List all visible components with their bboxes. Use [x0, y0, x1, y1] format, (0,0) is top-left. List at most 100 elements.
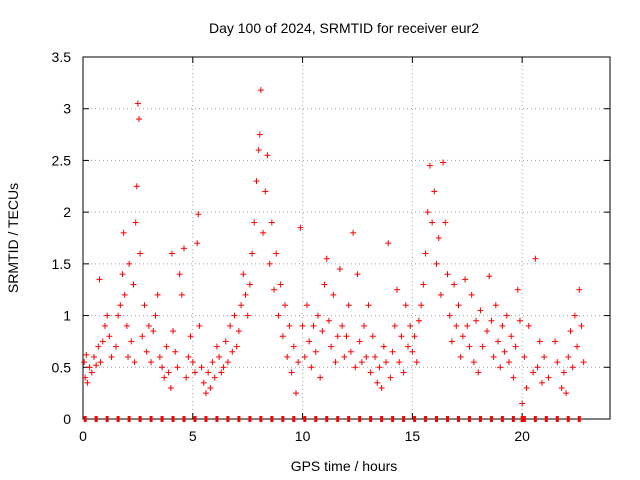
data-point	[495, 338, 502, 345]
data-point	[479, 343, 486, 350]
data-point	[209, 359, 216, 366]
data-point	[536, 338, 543, 345]
data-point	[334, 333, 341, 340]
data-point	[165, 369, 172, 376]
data-point	[501, 348, 508, 355]
data-point	[187, 333, 194, 340]
data-point	[134, 100, 141, 107]
data-point	[255, 147, 262, 154]
data-point	[402, 302, 409, 309]
data-point	[117, 302, 124, 309]
data-point	[120, 229, 127, 236]
data-point	[108, 353, 115, 360]
data-point	[150, 328, 157, 335]
data-point	[383, 359, 390, 366]
data-point	[156, 353, 163, 360]
data-point	[168, 250, 175, 257]
data-point	[391, 322, 398, 329]
data-point	[448, 338, 455, 345]
data-point	[323, 255, 330, 262]
data-point	[569, 364, 576, 371]
data-point	[415, 317, 422, 324]
y-tick-label: 3.5	[52, 49, 72, 65]
data-point	[470, 359, 477, 366]
data-point	[229, 348, 236, 355]
data-point	[246, 281, 253, 288]
data-point	[141, 302, 148, 309]
data-point	[367, 369, 374, 376]
data-point	[139, 333, 146, 340]
data-point	[297, 224, 304, 231]
plot-frame	[82, 56, 611, 420]
data-point	[396, 359, 403, 366]
data-point	[534, 364, 541, 371]
data-point	[514, 286, 521, 293]
data-point	[343, 333, 350, 340]
data-point	[170, 328, 177, 335]
data-point	[133, 183, 140, 190]
data-point	[398, 333, 405, 340]
data-point	[464, 322, 471, 329]
data-point	[339, 322, 346, 329]
data-point	[195, 211, 202, 218]
data-point	[508, 333, 515, 340]
data-point	[200, 379, 207, 386]
data-point	[82, 374, 89, 381]
data-point	[426, 162, 433, 169]
data-point	[218, 369, 225, 376]
data-point	[497, 364, 504, 371]
data-point	[341, 353, 348, 360]
data-point	[185, 353, 192, 360]
data-point	[413, 359, 420, 366]
data-point	[88, 369, 95, 376]
data-point	[308, 364, 315, 371]
zero-markers	[83, 416, 581, 422]
data-point	[418, 302, 425, 309]
data-point	[271, 286, 278, 293]
data-point	[154, 291, 161, 298]
data-point	[83, 351, 90, 358]
data-point	[277, 281, 284, 288]
data-point	[242, 291, 249, 298]
data-point	[152, 312, 159, 319]
data-point	[86, 364, 93, 371]
data-point	[552, 338, 559, 345]
data-point	[451, 281, 458, 288]
data-point	[578, 322, 585, 329]
data-point	[453, 322, 460, 329]
data-point	[137, 250, 144, 257]
data-point	[121, 291, 128, 298]
data-point	[145, 322, 152, 329]
data-point	[328, 343, 335, 350]
data-point	[558, 384, 565, 391]
data-point	[356, 338, 363, 345]
data-point	[104, 312, 111, 319]
data-point	[492, 302, 499, 309]
data-point	[123, 322, 130, 329]
data-point	[440, 159, 447, 166]
data-point	[462, 276, 469, 283]
y-tick-label: 3	[63, 101, 71, 117]
data-point	[253, 178, 260, 185]
data-point	[275, 312, 282, 319]
data-point	[420, 281, 427, 288]
data-point	[437, 291, 444, 298]
data-point	[126, 260, 133, 267]
data-point	[233, 343, 240, 350]
data-point	[135, 116, 142, 123]
data-point	[554, 359, 561, 366]
data-point	[429, 219, 436, 226]
data-point	[288, 369, 295, 376]
data-point	[490, 353, 497, 360]
data-point	[211, 374, 218, 381]
data-point	[576, 286, 583, 293]
data-point	[505, 359, 512, 366]
data-point	[358, 359, 365, 366]
data-point	[466, 343, 473, 350]
data-point	[93, 362, 100, 369]
data-point	[411, 333, 418, 340]
data-point	[172, 348, 179, 355]
data-point	[523, 384, 530, 391]
data-point	[96, 276, 103, 283]
data-point	[512, 343, 519, 350]
